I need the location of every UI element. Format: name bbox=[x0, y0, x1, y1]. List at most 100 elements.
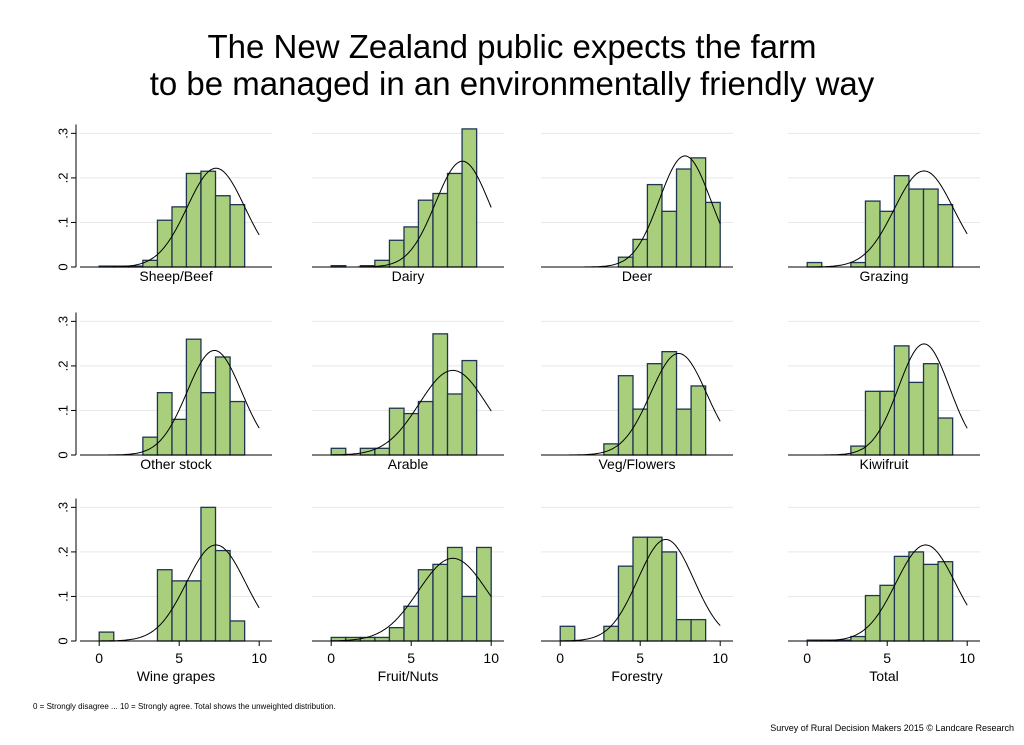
histogram-bar bbox=[661, 551, 678, 642]
panel-label: Total bbox=[869, 668, 899, 684]
y-tick-label: .3 bbox=[55, 316, 70, 327]
histogram-bar bbox=[417, 199, 434, 268]
histogram-bar bbox=[893, 345, 910, 456]
chart-title-line-1: The New Zealand public expects the farm bbox=[207, 28, 817, 65]
histogram-bar bbox=[661, 351, 678, 456]
normal-curve bbox=[807, 170, 968, 268]
histogram-bar bbox=[893, 555, 910, 642]
histogram-bar bbox=[229, 203, 246, 268]
panel-forestry: Forestry 0 5 10 bbox=[541, 506, 733, 684]
histogram-bar bbox=[675, 168, 692, 268]
normal-curve bbox=[331, 369, 492, 456]
panel-deer: Deer bbox=[541, 132, 733, 284]
histogram-bar bbox=[879, 210, 896, 268]
x-tick-label: 10 bbox=[251, 650, 267, 666]
histogram-bar bbox=[374, 636, 391, 642]
histogram-bar bbox=[646, 363, 663, 456]
histogram-bar bbox=[156, 569, 173, 642]
x-tick-label: 0 bbox=[327, 650, 335, 666]
panel-arable: Arable bbox=[312, 320, 504, 472]
histogram-bar bbox=[200, 391, 217, 456]
histogram-bar bbox=[388, 626, 405, 642]
histogram-bar bbox=[214, 356, 231, 456]
source-credit: Survey of Rural Decision Makers 2015 © L… bbox=[770, 723, 1014, 733]
histogram-bar bbox=[922, 363, 939, 456]
histogram-bar bbox=[432, 563, 449, 642]
histogram-bar bbox=[374, 447, 391, 456]
panel-other-stock: Other stock 0 .1 .2 .3 bbox=[55, 312, 272, 472]
histogram-bar bbox=[603, 625, 620, 642]
histogram-bar bbox=[446, 393, 463, 456]
histogram-bar bbox=[690, 385, 707, 456]
x-tick-label: 5 bbox=[636, 650, 644, 666]
panel-label: Grazing bbox=[859, 268, 908, 284]
histogram-bar bbox=[850, 261, 867, 268]
histogram-bar bbox=[142, 436, 159, 456]
y-tick-label: .2 bbox=[55, 546, 70, 557]
chart-title: The New Zealand public expects the farm … bbox=[0, 28, 1024, 102]
panel-label: Fruit/Nuts bbox=[378, 668, 439, 684]
histogram-bar bbox=[156, 391, 173, 456]
histogram-bar bbox=[417, 400, 434, 456]
y-tick-label: .3 bbox=[55, 128, 70, 139]
histogram-bar bbox=[879, 584, 896, 642]
normal-curve bbox=[99, 350, 260, 456]
histogram-bar bbox=[388, 407, 405, 456]
histogram-bar bbox=[922, 563, 939, 642]
y-tick-label: .3 bbox=[55, 502, 70, 513]
histogram-bar bbox=[908, 188, 925, 268]
y-tick-label: .1 bbox=[55, 405, 70, 416]
normal-curve bbox=[807, 544, 968, 642]
histogram-bar bbox=[403, 605, 420, 642]
histogram-bar bbox=[661, 210, 678, 268]
histogram-bar bbox=[388, 239, 405, 268]
histogram-bar bbox=[432, 333, 449, 456]
panel-label: Other stock bbox=[140, 456, 213, 472]
panel-fruit-nuts: Fruit/Nuts 0 5 10 bbox=[312, 506, 504, 684]
x-tick-label: 5 bbox=[883, 650, 891, 666]
chart-title-line-2: to be managed in an environmentally frie… bbox=[149, 65, 875, 102]
panel-grazing: Grazing bbox=[788, 132, 980, 284]
histogram-bar bbox=[646, 536, 663, 642]
histogram-bar bbox=[690, 157, 707, 268]
y-tick-label: .1 bbox=[55, 217, 70, 228]
panel-label: Deer bbox=[622, 268, 653, 284]
histogram-bar bbox=[214, 195, 231, 268]
y-tick-label: .2 bbox=[55, 172, 70, 183]
panel-label: Veg/Flowers bbox=[598, 456, 675, 472]
histogram-bar bbox=[185, 580, 202, 642]
x-tick-label: 10 bbox=[483, 650, 499, 666]
histogram-bar bbox=[142, 259, 159, 268]
histogram-bar bbox=[893, 175, 910, 268]
histogram-bar bbox=[675, 618, 692, 642]
histogram-bar bbox=[461, 128, 478, 268]
panel-label: Kiwifruit bbox=[859, 456, 908, 472]
histogram-bar bbox=[171, 580, 188, 642]
x-tick-label: 5 bbox=[407, 650, 415, 666]
histogram-bar bbox=[864, 200, 881, 268]
histogram-bar bbox=[171, 418, 188, 456]
panel-kiwifruit: Kiwifruit bbox=[788, 320, 980, 472]
histogram-bar bbox=[937, 203, 954, 268]
panel-label: Wine grapes bbox=[137, 668, 216, 684]
panel-sheep-beef: Sheep/Beef 0 .1 .2 .3 bbox=[55, 124, 272, 284]
normal-curve bbox=[99, 167, 260, 268]
histogram-bar bbox=[403, 412, 420, 456]
histogram-bar bbox=[908, 551, 925, 642]
normal-curve bbox=[99, 544, 260, 642]
histogram-bar bbox=[646, 183, 663, 268]
y-tick-label: 0 bbox=[55, 637, 70, 644]
panel-label: Sheep/Beef bbox=[139, 268, 212, 284]
histogram-bar bbox=[229, 400, 246, 456]
x-tick-label: 10 bbox=[959, 650, 975, 666]
x-tick-label: 0 bbox=[803, 650, 811, 666]
histogram-bar bbox=[704, 201, 721, 268]
x-tick-label: 0 bbox=[556, 650, 564, 666]
histogram-bar bbox=[200, 506, 217, 642]
histogram-bar bbox=[864, 594, 881, 642]
histogram-bar bbox=[200, 170, 217, 268]
histogram-bar bbox=[330, 447, 347, 456]
x-tick-label: 5 bbox=[175, 650, 183, 666]
panel-label: Forestry bbox=[611, 668, 662, 684]
